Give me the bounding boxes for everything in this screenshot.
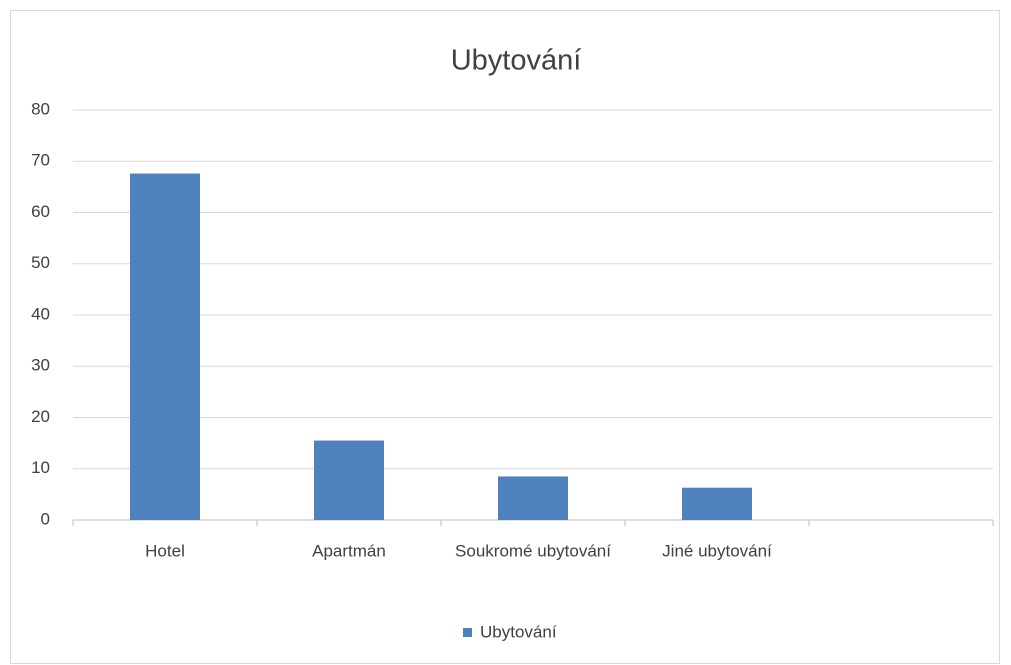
y-tick-label: 70 (31, 151, 50, 170)
chart-title: Ubytování (451, 45, 582, 77)
y-tick-label: 30 (31, 356, 50, 375)
y-tick-label: 20 (31, 407, 50, 426)
y-tick-label: 0 (41, 509, 50, 528)
bar (498, 476, 568, 520)
y-tick-label: 50 (31, 253, 50, 272)
y-tick-label: 80 (31, 99, 50, 118)
legend-swatch (463, 628, 472, 637)
bar (130, 173, 200, 521)
bar (314, 440, 384, 520)
x-tick-label: Hotel (145, 541, 185, 560)
x-tick-label: Apartmán (312, 541, 386, 560)
legend-label: Ubytování (480, 622, 557, 641)
y-tick-label: 40 (31, 304, 50, 323)
y-tick-label: 60 (31, 202, 50, 221)
x-tick-label: Jiné ubytování (662, 541, 772, 560)
y-tick-label: 10 (31, 458, 50, 477)
bar (682, 487, 752, 520)
x-tick-label: Soukromé ubytování (455, 541, 611, 560)
